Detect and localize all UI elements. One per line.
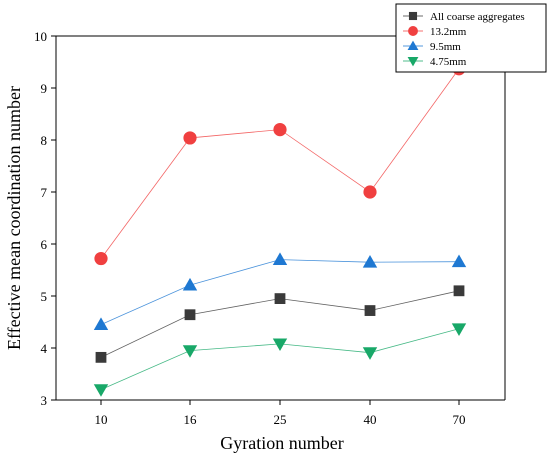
data-point [182,345,198,358]
data-point [183,131,197,145]
legend-marker [407,40,419,51]
legend-label: All coarse aggregates [430,11,525,23]
data-point [272,338,288,352]
legend-item: 4.75mm [403,56,467,68]
legend-marker [408,11,418,21]
data-point [362,347,378,360]
data-point [184,309,196,321]
data-point [451,323,467,336]
x-tick-label: 10 [95,412,108,427]
y-tick-label: 5 [41,289,48,304]
y-tick-label: 9 [41,81,48,96]
legend-label: 9.5mm [430,41,461,53]
x-tick-label: 16 [184,412,198,427]
y-tick-label: 6 [41,237,48,252]
data-point [95,351,107,363]
data-point [272,252,288,265]
data-point [93,317,109,330]
legend-item: 9.5mm [403,40,461,53]
x-axis-title: Gyration number [220,433,343,453]
data-point [451,254,467,268]
series-line [100,259,460,325]
series-line [100,68,460,259]
legend-label: 4.75mm [430,56,467,68]
x-tick-label: 40 [364,412,377,427]
y-ticks: 3 4 5 6 7 8 9 10 [34,29,56,408]
series-3 [93,323,467,397]
x-tick-label: 25 [274,412,287,427]
data-point [362,255,378,268]
data-point [453,285,465,297]
y-axis-title: Effective mean coordination number [4,86,24,350]
legend-marker [408,26,418,36]
x-tick-label: 70 [453,412,466,427]
data-point [274,293,286,304]
data-point [94,251,108,266]
y-tick-label: 8 [41,133,48,148]
legend-item: All coarse aggregates [403,11,525,23]
y-tick-label: 10 [34,29,47,44]
y-tick-label: 4 [41,341,48,356]
legend-label: 13.2mm [430,26,467,38]
series-group [93,62,467,397]
series-1 [94,62,466,266]
data-point [182,277,198,291]
series-line [100,328,460,390]
legend-marker [407,56,419,67]
series-0 [95,285,465,363]
data-point [363,185,377,199]
legend: All coarse aggregates 13.2mm 9.5mm 4.75mm [395,3,547,73]
data-point [364,305,376,316]
y-tick-label: 3 [41,393,48,408]
data-point [273,123,287,137]
legend-item: 13.2mm [403,26,467,38]
x-ticks: 10 16 25 40 70 [95,400,466,427]
data-point [93,384,109,397]
series-2 [93,252,467,330]
y-tick-label: 7 [41,185,48,200]
